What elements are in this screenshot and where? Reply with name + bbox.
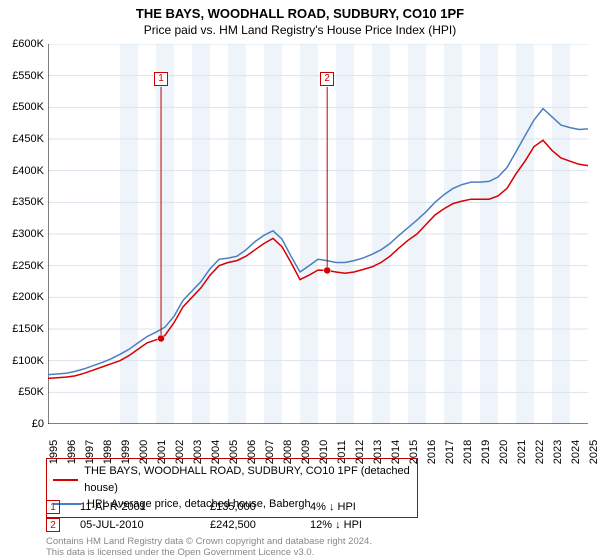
sale-row-delta: 4% ↓ HPI [310,501,410,513]
sale-row: 1 11-APR-2001£135,0004% ↓ HPI [46,498,410,516]
y-tick-label: £600K [12,38,44,50]
sales-table: 1 11-APR-2001£135,0004% ↓ HPI 2 05-JUL-2010… [46,498,410,534]
footer-attribution: Contains HM Land Registry data © Crown c… [46,536,372,559]
x-tick-label: 2024 [570,440,582,464]
sale-row-price: £242,500 [210,519,310,531]
y-tick-label: £550K [12,70,44,82]
y-tick-label: £200K [12,291,44,303]
x-tick-label: 2016 [426,440,438,464]
y-tick-label: £150K [12,323,44,335]
sale-row-badge: 1 [46,500,60,514]
y-tick-label: £450K [12,133,44,145]
x-tick-label: 2019 [480,440,492,464]
x-tick-label: 2025 [588,440,600,464]
y-tick-label: £400K [12,165,44,177]
y-tick-label: £500K [12,101,44,113]
footer-line-1: Contains HM Land Registry data © Crown c… [46,536,372,547]
sale-row-date: 05-JUL-2010 [80,519,210,531]
x-tick-label: 2023 [552,440,564,464]
plot-area: 12 [48,44,588,424]
y-axis: £0£50K£100K£150K£200K£250K£300K£350K£400… [0,44,46,424]
chart-container: THE BAYS, WOODHALL ROAD, SUDBURY, CO10 1… [0,0,600,560]
y-tick-label: £50K [18,386,44,398]
sale-row-date: 11-APR-2001 [80,501,210,513]
chart-title: THE BAYS, WOODHALL ROAD, SUDBURY, CO10 1… [0,0,600,21]
chart-subtitle: Price paid vs. HM Land Registry's House … [0,21,600,41]
x-tick-label: 2020 [498,440,510,464]
sale-marker-badge: 2 [320,72,334,86]
sale-marker-badge: 1 [154,72,168,86]
x-axis: 1995199619971998199920002001200220032004… [48,424,588,454]
y-tick-label: £100K [12,355,44,367]
sale-row-delta: 12% ↓ HPI [310,519,410,531]
footer-line-2: This data is licensed under the Open Gov… [46,547,372,558]
y-tick-label: £250K [12,260,44,272]
legend-label: THE BAYS, WOODHALL ROAD, SUDBURY, CO10 1… [84,463,411,496]
legend-item: THE BAYS, WOODHALL ROAD, SUDBURY, CO10 1… [53,463,411,496]
plot-svg [48,44,588,424]
x-tick-label: 2022 [534,440,546,464]
y-tick-label: £350K [12,196,44,208]
legend-swatch [53,479,78,481]
x-tick-label: 2017 [444,440,456,464]
x-tick-label: 2018 [462,440,474,464]
y-tick-label: £300K [12,228,44,240]
x-tick-label: 2021 [516,440,528,464]
sale-row-price: £135,000 [210,501,310,513]
sale-row-badge: 2 [46,518,60,532]
sale-row: 2 05-JUL-2010£242,50012% ↓ HPI [46,516,410,534]
y-tick-label: £0 [32,418,44,430]
